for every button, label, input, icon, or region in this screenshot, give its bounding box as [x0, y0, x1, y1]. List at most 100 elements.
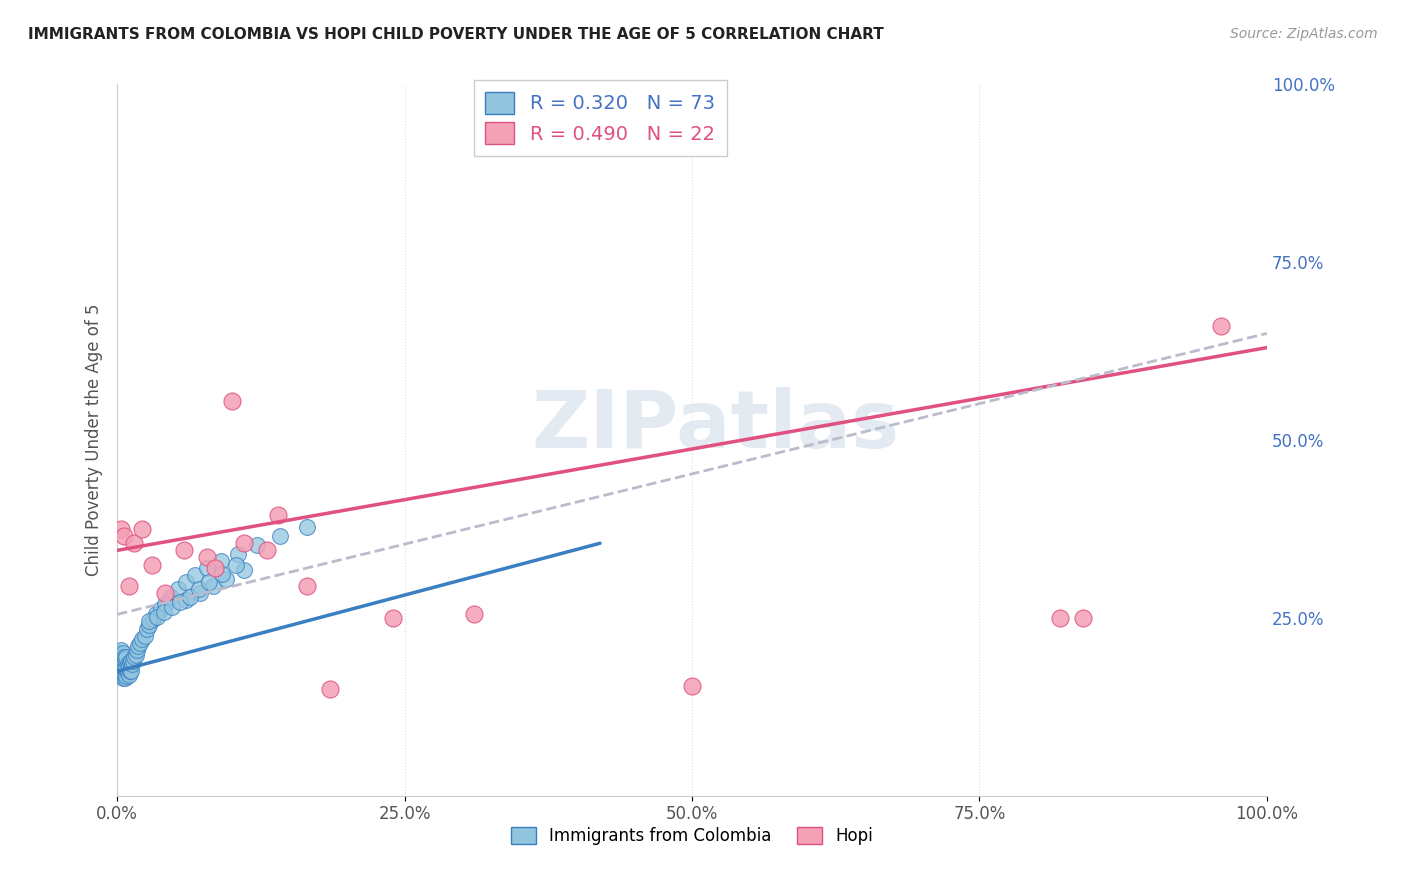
Point	[267, 508, 290, 522]
Point	[136, 622, 159, 636]
Point	[221, 394, 243, 409]
Point	[681, 679, 703, 693]
Point	[382, 611, 405, 625]
Point	[134, 629, 156, 643]
Point	[111, 668, 134, 682]
Point	[118, 665, 141, 679]
Text: ZIPatlas: ZIPatlas	[531, 387, 900, 465]
Point	[1071, 611, 1094, 625]
Point	[120, 654, 142, 668]
Point	[195, 561, 218, 575]
Point	[1049, 611, 1071, 625]
Point	[125, 643, 148, 657]
Point	[114, 672, 136, 686]
Point	[110, 665, 132, 679]
Point	[204, 561, 226, 575]
Point	[145, 607, 167, 622]
Point	[174, 575, 197, 590]
Point	[295, 579, 318, 593]
Point	[107, 654, 129, 668]
Point	[112, 668, 135, 682]
Point	[121, 657, 143, 672]
Point	[162, 600, 184, 615]
Point	[142, 612, 165, 626]
Point	[115, 669, 138, 683]
Point	[198, 575, 221, 590]
Point	[232, 563, 254, 577]
Point	[209, 554, 232, 568]
Point	[114, 662, 136, 676]
Point	[153, 605, 176, 619]
Point	[225, 558, 247, 572]
Point	[112, 661, 135, 675]
Point	[174, 593, 197, 607]
Point	[184, 568, 207, 582]
Point	[107, 668, 129, 682]
Point	[108, 647, 131, 661]
Point	[124, 648, 146, 662]
Point	[179, 590, 201, 604]
Point	[155, 586, 177, 600]
Point	[1209, 319, 1232, 334]
Point	[117, 666, 139, 681]
Point	[226, 547, 249, 561]
Point	[111, 672, 134, 686]
Point	[118, 668, 141, 682]
Point	[173, 543, 195, 558]
Point	[108, 661, 131, 675]
Point	[112, 529, 135, 543]
Point	[111, 657, 134, 672]
Point	[201, 579, 224, 593]
Point	[188, 586, 211, 600]
Point	[111, 647, 134, 661]
Point	[115, 650, 138, 665]
Point	[122, 654, 145, 668]
Point	[118, 579, 141, 593]
Point	[110, 522, 132, 536]
Point	[120, 665, 142, 679]
Point	[108, 665, 131, 679]
Point	[149, 602, 172, 616]
Point	[167, 582, 190, 597]
Point	[114, 652, 136, 666]
Point	[319, 681, 342, 696]
Point	[463, 607, 485, 622]
Point	[256, 543, 278, 558]
Point	[155, 597, 177, 611]
Point	[169, 595, 191, 609]
Point	[246, 538, 269, 552]
Point	[160, 590, 183, 604]
Point	[138, 618, 160, 632]
Point	[124, 536, 146, 550]
Text: Source: ZipAtlas.com: Source: ZipAtlas.com	[1230, 27, 1378, 41]
Point	[141, 558, 163, 572]
Point	[111, 654, 134, 668]
Point	[118, 655, 141, 669]
Point	[110, 657, 132, 672]
Point	[111, 661, 134, 675]
Point	[110, 650, 132, 665]
Point	[195, 550, 218, 565]
Text: IMMIGRANTS FROM COLOMBIA VS HOPI CHILD POVERTY UNDER THE AGE OF 5 CORRELATION CH: IMMIGRANTS FROM COLOMBIA VS HOPI CHILD P…	[28, 27, 884, 42]
Point	[124, 650, 146, 665]
Point	[211, 566, 233, 581]
Point	[110, 643, 132, 657]
Point	[146, 609, 169, 624]
Point	[269, 529, 291, 543]
Point	[131, 632, 153, 647]
Point	[115, 661, 138, 675]
Point	[112, 650, 135, 665]
Point	[111, 665, 134, 679]
Point	[131, 522, 153, 536]
Point	[118, 658, 141, 673]
Point	[129, 636, 152, 650]
Point	[232, 536, 254, 550]
Point	[117, 657, 139, 672]
Point	[138, 615, 160, 629]
Point	[127, 640, 149, 654]
Point	[187, 582, 209, 597]
Point	[215, 572, 238, 586]
Y-axis label: Child Poverty Under the Age of 5: Child Poverty Under the Age of 5	[86, 304, 103, 576]
Point	[295, 520, 318, 534]
Legend: R = 0.320   N = 73, R = 0.490   N = 22: R = 0.320 N = 73, R = 0.490 N = 22	[474, 80, 727, 156]
